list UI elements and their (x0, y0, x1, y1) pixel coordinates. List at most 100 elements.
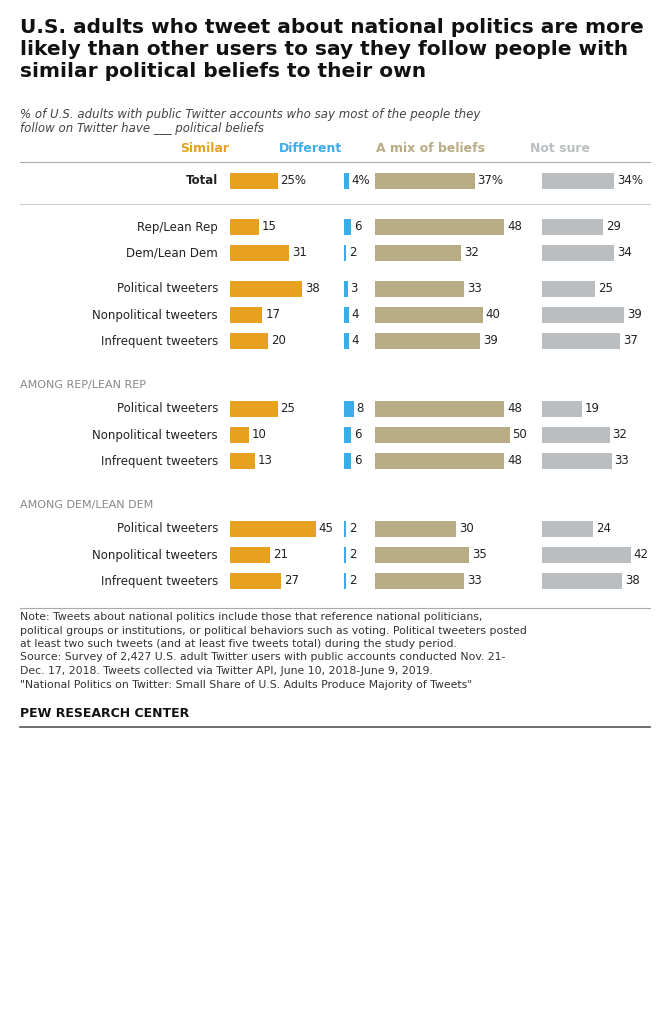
Bar (375, 521, 456, 537)
Bar (230, 173, 277, 189)
Text: 4: 4 (352, 335, 360, 347)
Text: 21: 21 (273, 549, 288, 561)
Text: 42: 42 (634, 549, 649, 561)
Text: 50: 50 (512, 428, 528, 441)
Text: 35: 35 (472, 549, 487, 561)
Bar (344, 573, 346, 589)
Bar (344, 173, 349, 189)
Text: 48: 48 (507, 402, 522, 416)
Text: 2: 2 (350, 522, 357, 536)
Text: Rep/Lean Rep: Rep/Lean Rep (137, 220, 218, 233)
Text: Political tweeters: Political tweeters (117, 283, 218, 296)
Bar (230, 427, 249, 443)
Text: 34%: 34% (617, 174, 643, 187)
Text: 4: 4 (352, 308, 360, 322)
Bar (375, 453, 504, 469)
Bar (542, 333, 620, 349)
Bar (344, 521, 346, 537)
Bar (230, 219, 259, 234)
Bar (542, 453, 612, 469)
Text: 10: 10 (252, 428, 267, 441)
Bar (344, 219, 352, 234)
Text: 32: 32 (464, 247, 479, 259)
Bar (542, 521, 593, 537)
Text: 25: 25 (281, 402, 295, 416)
Text: 6: 6 (354, 455, 362, 468)
Bar (230, 521, 315, 537)
Text: Nonpolitical tweeters: Nonpolitical tweeters (92, 428, 218, 441)
Text: Infrequent tweeters: Infrequent tweeters (101, 335, 218, 347)
Bar (375, 219, 504, 234)
Bar (230, 245, 289, 261)
Bar (375, 427, 510, 443)
Bar (375, 281, 464, 297)
Text: 33: 33 (615, 455, 630, 468)
Text: 4%: 4% (352, 174, 370, 187)
Text: 6: 6 (354, 428, 362, 441)
Text: A mix of beliefs: A mix of beliefs (376, 142, 484, 155)
Bar (542, 427, 610, 443)
Text: 48: 48 (507, 220, 522, 233)
Text: political groups or institutions, or political behaviors such as voting. Politic: political groups or institutions, or pol… (20, 626, 527, 636)
Bar (230, 281, 302, 297)
Text: Nonpolitical tweeters: Nonpolitical tweeters (92, 549, 218, 561)
Text: PEW RESEARCH CENTER: PEW RESEARCH CENTER (20, 707, 189, 720)
Text: 25: 25 (598, 283, 613, 296)
Text: 39: 39 (628, 308, 642, 322)
Bar (375, 173, 474, 189)
Text: Source: Survey of 2,427 U.S. adult Twitter users with public accounts conducted : Source: Survey of 2,427 U.S. adult Twitt… (20, 652, 506, 663)
Bar (542, 307, 624, 323)
Bar (375, 307, 483, 323)
Bar (375, 547, 469, 563)
Bar (542, 573, 622, 589)
Bar (542, 173, 614, 189)
Text: % of U.S. adults with public Twitter accounts who say most of the people they: % of U.S. adults with public Twitter acc… (20, 108, 480, 121)
Bar (230, 453, 255, 469)
Text: Nonpolitical tweeters: Nonpolitical tweeters (92, 308, 218, 322)
Text: 38: 38 (305, 283, 320, 296)
Text: 31: 31 (292, 247, 307, 259)
Bar (230, 333, 268, 349)
Bar (375, 333, 480, 349)
Bar (542, 245, 614, 261)
Text: Similar: Similar (181, 142, 229, 155)
Text: 40: 40 (486, 308, 500, 322)
Text: Note: Tweets about national politics include those that reference national polit: Note: Tweets about national politics inc… (20, 612, 482, 622)
Bar (344, 427, 352, 443)
Bar (344, 453, 352, 469)
Text: Not sure: Not sure (530, 142, 590, 155)
Bar (344, 401, 354, 417)
Text: 45: 45 (319, 522, 334, 536)
Text: 20: 20 (271, 335, 286, 347)
Text: Infrequent tweeters: Infrequent tweeters (101, 455, 218, 468)
Text: 8: 8 (357, 402, 364, 416)
Text: Dec. 17, 2018. Tweets collected via Twitter API, June 10, 2018-June 9, 2019.: Dec. 17, 2018. Tweets collected via Twit… (20, 666, 433, 676)
Text: 30: 30 (459, 522, 474, 536)
Text: 3: 3 (351, 283, 358, 296)
Text: Total: Total (185, 174, 218, 187)
Text: 29: 29 (606, 220, 621, 233)
Text: 39: 39 (483, 335, 498, 347)
Text: 25%: 25% (281, 174, 307, 187)
Bar (344, 307, 349, 323)
Bar (344, 245, 346, 261)
Text: 19: 19 (585, 402, 600, 416)
Text: at least two such tweets (and at least five tweets total) during the study perio: at least two such tweets (and at least f… (20, 639, 457, 649)
Text: 15: 15 (261, 220, 276, 233)
Text: Dem/Lean Dem: Dem/Lean Dem (126, 247, 218, 259)
Text: 2: 2 (350, 549, 357, 561)
Text: Infrequent tweeters: Infrequent tweeters (101, 574, 218, 588)
Bar (375, 401, 504, 417)
Text: follow on Twitter have ___ political beliefs: follow on Twitter have ___ political bel… (20, 122, 264, 135)
Text: 2: 2 (350, 574, 357, 588)
Bar (542, 219, 603, 234)
Text: 13: 13 (257, 455, 273, 468)
Text: Political tweeters: Political tweeters (117, 402, 218, 416)
Text: 38: 38 (625, 574, 640, 588)
Text: 24: 24 (596, 522, 611, 536)
Text: Political tweeters: Political tweeters (117, 522, 218, 536)
Bar (542, 401, 582, 417)
Bar (230, 307, 262, 323)
Text: AMONG REP/LEAN REP: AMONG REP/LEAN REP (20, 380, 146, 390)
Text: U.S. adults who tweet about national politics are more
likely than other users t: U.S. adults who tweet about national pol… (20, 18, 644, 81)
